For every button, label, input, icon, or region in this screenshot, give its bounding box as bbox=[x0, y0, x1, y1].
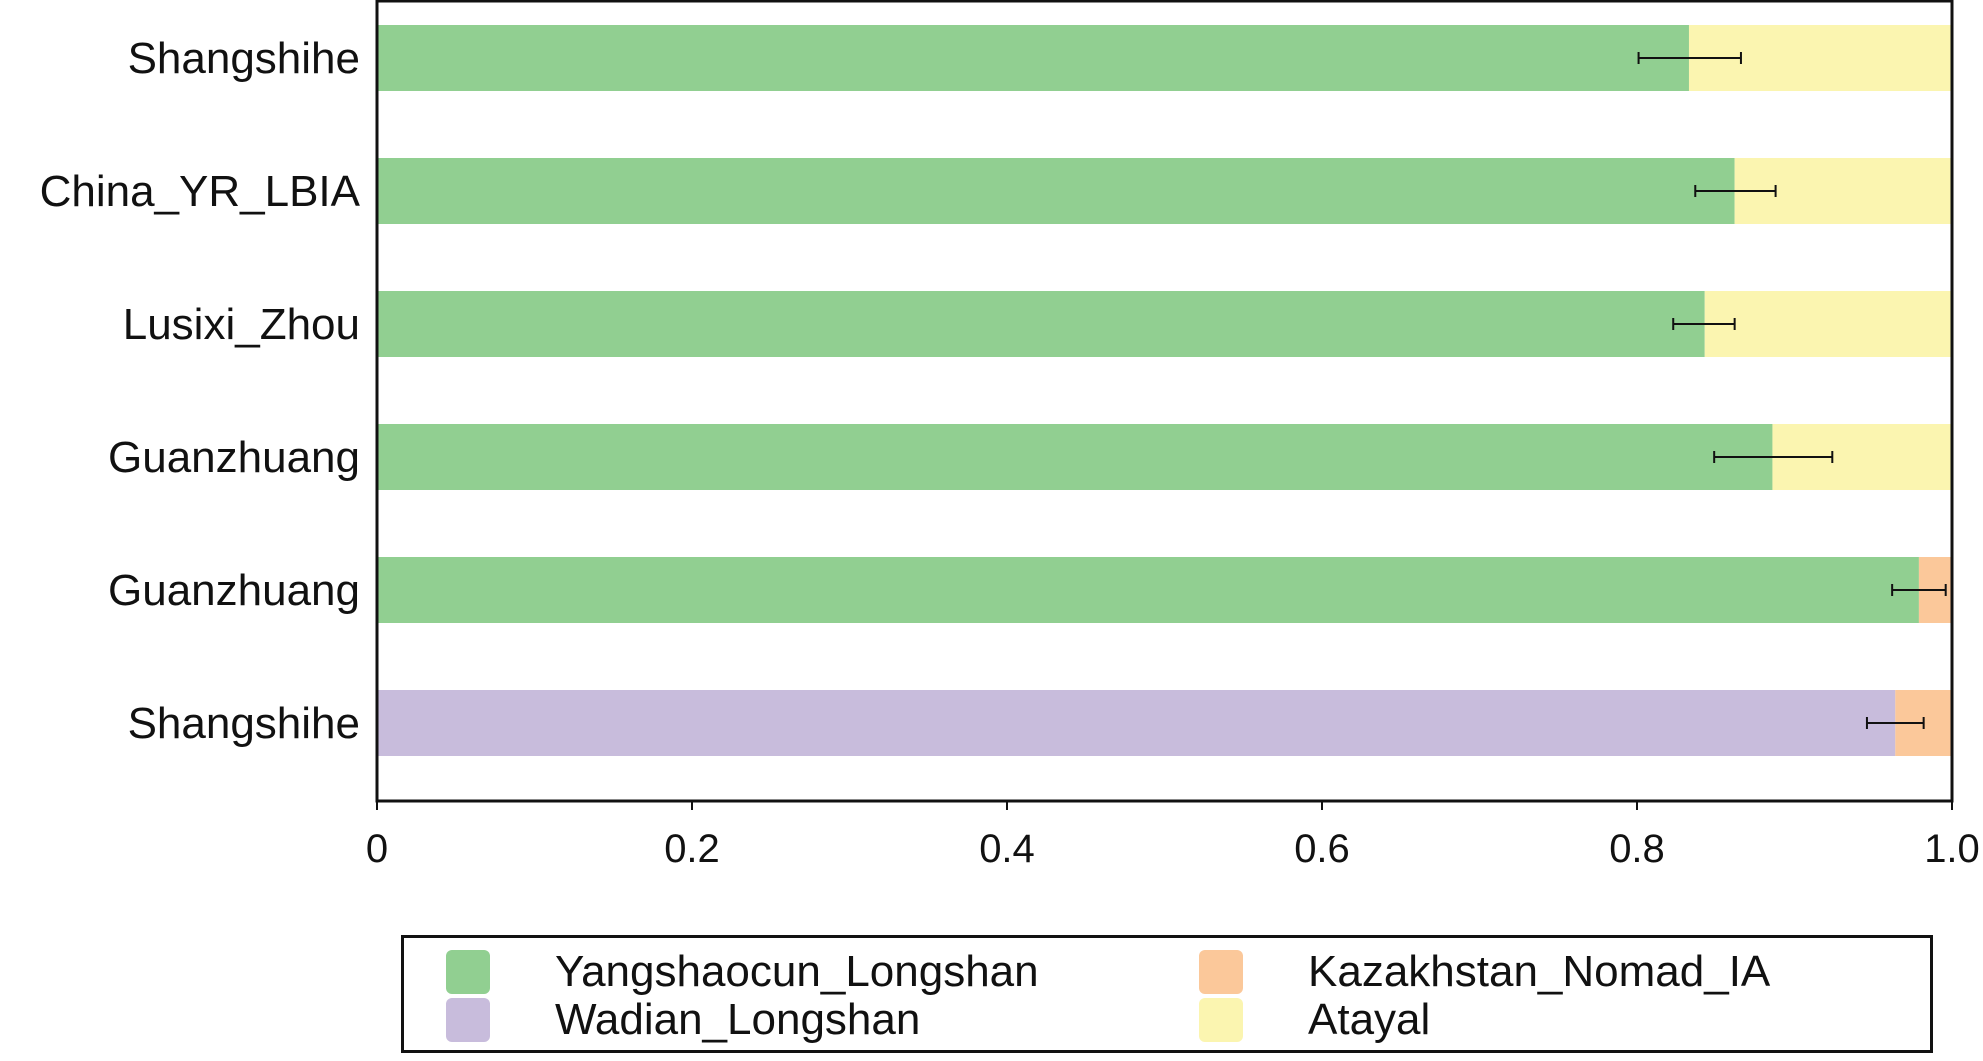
y-category-label: Guanzhuang bbox=[108, 433, 360, 482]
y-category-label: Guanzhuang bbox=[108, 566, 360, 615]
y-category-label: Shangshihe bbox=[128, 34, 360, 83]
x-tick-label: 0.4 bbox=[979, 827, 1035, 871]
error-bar-5 bbox=[1865, 717, 1925, 729]
x-tick-label: 0.8 bbox=[1609, 827, 1665, 871]
legend-item-atayal: Atayal bbox=[1199, 995, 1431, 1044]
error-bar-3 bbox=[1713, 451, 1834, 463]
y-category-label: Lusixi_Zhou bbox=[123, 300, 360, 349]
x-tick-label: 1.0 bbox=[1924, 827, 1980, 871]
bar-yangshaocun-longshan-1 bbox=[377, 158, 1735, 224]
error-bar-2 bbox=[1672, 318, 1736, 330]
error-bars-layer bbox=[1637, 52, 1947, 729]
bar-yangshaocun-longshan-0 bbox=[377, 25, 1689, 91]
legend-label: Wadian_Longshan bbox=[555, 995, 921, 1044]
x-tick-label: 0.2 bbox=[664, 827, 720, 871]
plot-frame bbox=[375, 0, 1954, 803]
error-bar-1 bbox=[1694, 185, 1777, 197]
x-tick-label: 0 bbox=[366, 827, 388, 871]
legend: Yangshaocun_Longshan Kazakhstan_Nomad_IA… bbox=[401, 935, 1933, 1053]
bars-layer bbox=[377, 25, 1952, 756]
bar-yangshaocun-longshan-3 bbox=[377, 424, 1773, 490]
bar-yangshaocun-longshan-4 bbox=[377, 557, 1919, 623]
y-category-label: Shangshihe bbox=[128, 699, 360, 748]
legend-item-kazakhstan-nomad-ia: Kazakhstan_Nomad_IA bbox=[1199, 947, 1771, 996]
legend-item-yangshaocun-longshan: Yangshaocun_Longshan bbox=[446, 947, 1039, 996]
legend-swatch-kazakhstan-nomad-ia bbox=[1199, 950, 1243, 994]
legend-label: Atayal bbox=[1308, 995, 1431, 1044]
error-bar-0 bbox=[1637, 52, 1742, 64]
legend-label: Yangshaocun_Longshan bbox=[555, 947, 1039, 996]
error-bar-4 bbox=[1891, 584, 1947, 596]
bar-atayal-2 bbox=[1704, 291, 1952, 357]
x-tick-label: 0.6 bbox=[1294, 827, 1350, 871]
bar-wadian-longshan-5 bbox=[377, 690, 1896, 756]
legend-label: Kazakhstan_Nomad_IA bbox=[1308, 947, 1771, 996]
bar-yangshaocun-longshan-2 bbox=[377, 291, 1705, 357]
legend-item-wadian-longshan: Wadian_Longshan bbox=[446, 995, 921, 1044]
legend-swatch-yangshaocun-longshan bbox=[446, 950, 490, 994]
legend-swatch-wadian-longshan bbox=[446, 998, 490, 1042]
y-category-label: China_YR_LBIA bbox=[40, 167, 361, 216]
y-axis-labels: Shangshihe China_YR_LBIA Lusixi_Zhou Guanzh… bbox=[40, 34, 361, 748]
legend-swatch-atayal bbox=[1199, 998, 1243, 1042]
x-axis-ticks: 0 0.2 0.4 0.6 0.8 1.0 bbox=[366, 801, 1980, 871]
